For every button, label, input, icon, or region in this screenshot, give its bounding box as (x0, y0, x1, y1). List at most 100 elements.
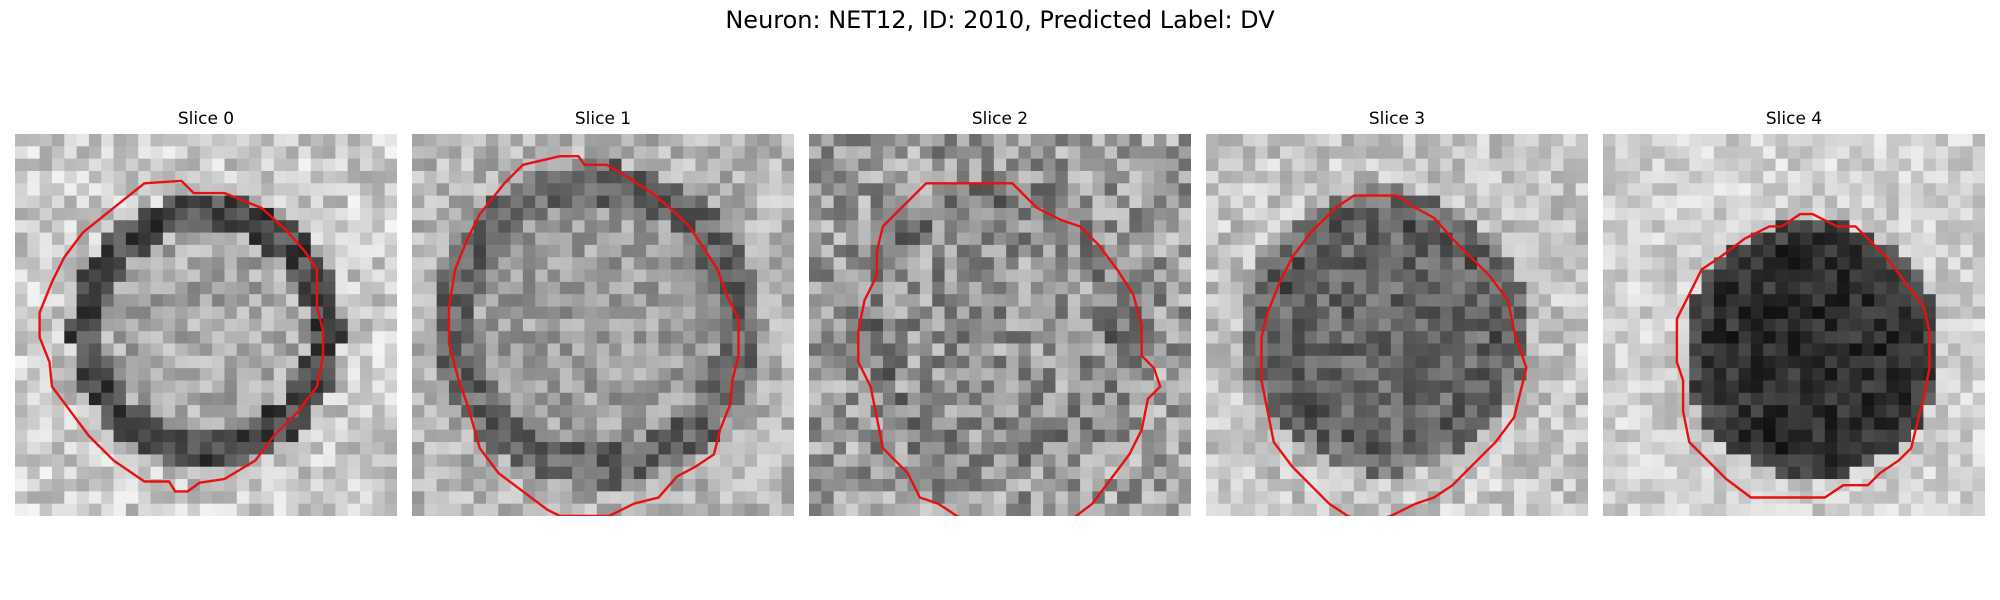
pixel-cell (1775, 355, 1789, 369)
pixel-cell (199, 454, 213, 468)
pixel-cell (695, 207, 709, 221)
pixel-cell (436, 503, 450, 516)
pixel-cell (224, 170, 238, 184)
pixel-cell (1886, 146, 1900, 160)
pixel-cell (1178, 281, 1191, 295)
pixel-cell (1726, 405, 1740, 419)
pixel-cell (298, 195, 312, 209)
pixel-cell (1538, 405, 1552, 419)
pixel-cell (138, 331, 152, 345)
pixel-cell (298, 170, 312, 184)
pixel-cell (150, 269, 164, 283)
pixel-cell (1206, 257, 1219, 271)
pixel-cell (809, 503, 822, 516)
pixel-cell (1664, 269, 1678, 283)
pixel-cell (162, 281, 176, 295)
pixel-cell (1055, 134, 1069, 147)
pixel-cell (1043, 355, 1057, 369)
pixel-cell (1800, 503, 1814, 516)
pixel-cell (1639, 503, 1653, 516)
pixel-cell (1141, 331, 1155, 345)
pixel-cell (1329, 244, 1343, 258)
pixel-cell (1206, 158, 1219, 172)
pixel-cell (1489, 479, 1503, 492)
pixel-cell (1538, 454, 1552, 468)
pixel-cell (732, 294, 746, 308)
pixel-cell (769, 368, 783, 382)
pixel-cell (1972, 343, 1985, 357)
pixel-cell (1874, 479, 1888, 492)
pixel-cell (1242, 232, 1256, 246)
pixel-cell (781, 195, 794, 209)
pixel-cell (1874, 281, 1888, 295)
pixel-cell (895, 232, 909, 246)
pixel-cell (424, 244, 438, 258)
pixel-cell (1206, 207, 1219, 221)
pixel-cell (646, 380, 660, 394)
pixel-cell (1292, 294, 1306, 308)
pixel-cell (1104, 207, 1118, 221)
pixel-cell (113, 220, 127, 234)
pixel-cell (1141, 429, 1155, 443)
pixel-cell (1861, 281, 1875, 295)
pixel-cell (895, 294, 909, 308)
pixel-cell (1837, 343, 1851, 357)
pixel-cell (1800, 244, 1814, 258)
pixel-cell (944, 134, 958, 147)
pixel-cell (1403, 146, 1417, 160)
pixel-cell (1030, 232, 1044, 246)
pixel-cell (1242, 306, 1256, 320)
pixel-cell (1166, 355, 1180, 369)
pixel-cell (1960, 331, 1974, 345)
pixel-cell (1154, 331, 1167, 345)
pixel-cell (547, 170, 561, 184)
pixel-cell (535, 232, 549, 246)
pixel-cell (1763, 442, 1777, 455)
pixel-cell (461, 269, 475, 283)
pixel-cell (584, 294, 598, 308)
pixel-cell (473, 331, 487, 345)
pixel-cell (670, 503, 684, 516)
pixel-cell (547, 158, 561, 172)
pixel-cell (1763, 281, 1777, 295)
pixel-cell (1763, 183, 1777, 197)
pixel-cell (1230, 306, 1244, 320)
pixel-cell (498, 294, 512, 308)
pixel-cell (882, 405, 896, 419)
pixel-cell (1960, 368, 1974, 382)
pixel-cell (1538, 503, 1552, 516)
pixel-cell (187, 491, 201, 505)
pixel-cell (1353, 368, 1367, 382)
pixel-cell (1440, 479, 1454, 492)
pixel-cell (323, 429, 336, 443)
pixel-cell (1948, 491, 1961, 505)
pixel-cell (510, 343, 524, 357)
pixel-cell (658, 269, 672, 283)
pixel-cell (1329, 306, 1343, 320)
pixel-cell (236, 454, 250, 468)
pixel-cell (51, 331, 65, 345)
pixel-cell (683, 257, 697, 271)
pixel-cell (609, 454, 623, 468)
pixel-cell (1750, 134, 1764, 147)
pixel-cell (1738, 281, 1752, 295)
pixel-cell (1935, 405, 1949, 419)
pixel-cell (310, 429, 324, 443)
pixel-cell (1935, 158, 1949, 172)
pixel-cell (956, 343, 970, 357)
pixel-cell (175, 220, 189, 234)
pixel-cell (1092, 257, 1106, 271)
pixel-cell (51, 380, 65, 394)
pixel-cell (1415, 134, 1429, 147)
pixel-cell (224, 355, 238, 369)
pixel-cell (1538, 207, 1552, 221)
pixel-cell (76, 368, 90, 382)
pixel-cell (969, 257, 983, 271)
pixel-cell (1923, 466, 1937, 480)
pixel-cell (1292, 207, 1306, 221)
pixel-cell (1726, 269, 1740, 283)
pixel-cell (224, 429, 238, 443)
pixel-cell (1526, 368, 1540, 382)
pixel-cell (498, 134, 512, 147)
pixel-cell (138, 442, 152, 455)
